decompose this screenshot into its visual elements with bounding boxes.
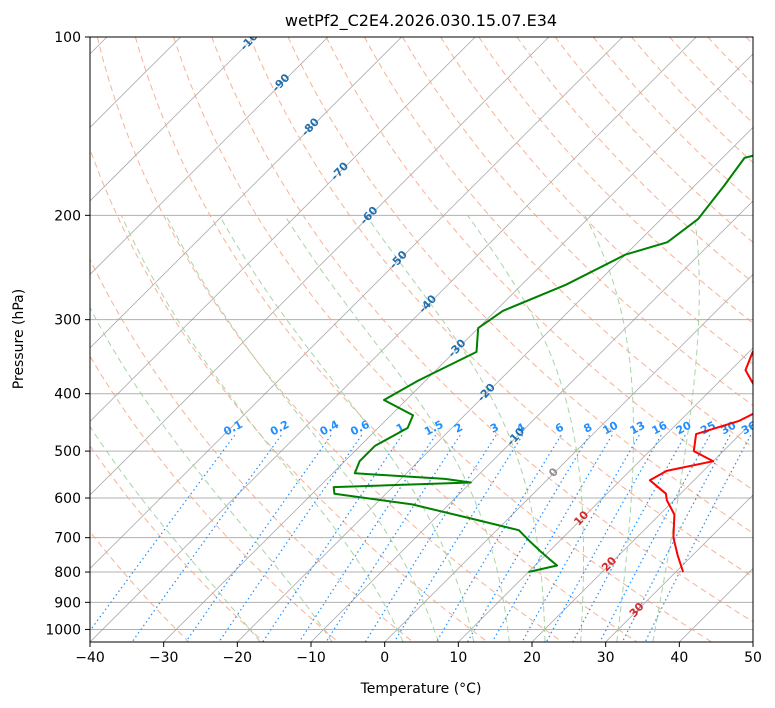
isotherm-line: [90, 37, 476, 423]
dry-adiabat: [96, 37, 563, 642]
x-tick-label: 50: [744, 650, 762, 666]
dry-adiabat: [440, 37, 753, 365]
y-tick-label: 800: [54, 565, 81, 581]
x-tick-label: −40: [75, 650, 105, 666]
mixing-ratio-line: [325, 434, 461, 642]
moist-adiabat: [90, 306, 333, 642]
isotherm-line: [384, 273, 753, 642]
mixing-ratio-label: 36: [739, 419, 759, 438]
dry-adiabat: [134, 37, 638, 642]
moist-adiabat: [652, 215, 700, 642]
mixing-ratio-label: 20: [674, 419, 694, 438]
x-tick-label: 20: [523, 650, 541, 666]
moist-adiabat: [365, 215, 546, 642]
mixing-ratio-line: [262, 434, 403, 642]
isotherm-line: [90, 37, 623, 570]
dry-adiabat: [325, 37, 753, 491]
x-tick-label: 40: [670, 650, 688, 666]
y-tick-label: 700: [54, 531, 81, 547]
plot-frame: [89, 36, 754, 643]
mixing-ratio-line: [572, 434, 686, 642]
dry-adiabat: [211, 37, 753, 623]
moist-adiabat: [284, 215, 510, 642]
mixing-ratio-line: [185, 434, 332, 642]
isotherm-line: [90, 37, 329, 275]
isotherm-line: [605, 494, 753, 642]
mixing-ratio-line: [491, 434, 613, 642]
x-tick-label: −30: [149, 650, 179, 666]
dry-adiabat: [90, 355, 339, 642]
isotherm-line: [90, 37, 255, 202]
mixing-ratio-label: 10: [601, 419, 621, 438]
isotherm-line: [163, 53, 753, 642]
isotherm-line: [237, 126, 753, 642]
dry-adiabat: [90, 147, 488, 642]
mixing-ratio-line: [621, 434, 731, 642]
moist-adiabat: [219, 215, 475, 642]
dry-adiabat: [249, 37, 753, 578]
y-tick-label: 100: [54, 30, 81, 46]
chart-title: wetPf2_C2E4.2026.030.15.07.E34: [285, 11, 557, 31]
mixing-ratio-label: 16: [650, 419, 670, 438]
y-tick-label: 500: [54, 444, 81, 460]
moist-adiabat: [120, 215, 404, 642]
moist-adiabat: [90, 425, 261, 642]
moist-adiabat: [584, 215, 634, 642]
isotherm-line: [531, 420, 753, 642]
dry-adiabat: [592, 37, 753, 203]
moist-adiabat: [467, 215, 584, 642]
moist-adiabat: [165, 215, 439, 642]
dry-adiabat: [90, 444, 264, 642]
isotherm-line: [90, 37, 402, 349]
mixing-ratio-line: [393, 434, 524, 642]
x-tick-label: −20: [223, 650, 253, 666]
mixing-ratio-line: [298, 434, 437, 642]
x-tick-label: 10: [449, 650, 467, 666]
dry-adiabat: [90, 258, 414, 642]
mixing-ratio-line: [131, 434, 282, 642]
y-tick-label: 300: [54, 313, 81, 329]
dry-adiabat: [554, 37, 753, 243]
temperature-profile: [648, 350, 753, 573]
dry-adiabat: [287, 37, 753, 534]
mixing-ratio-line: [644, 434, 752, 642]
x-tick-label: −10: [296, 650, 326, 666]
mixing-ratio-line: [599, 434, 711, 642]
isotherm-line: [90, 37, 550, 496]
dry-adiabat: [173, 37, 712, 642]
dewpoint-profile: [332, 154, 753, 573]
dry-adiabat: [363, 37, 753, 448]
y-tick-label: 1000: [45, 622, 81, 638]
y-tick-label: 400: [54, 387, 81, 403]
y-axis: 100 200 300 400 500 600 700 800 900 1000: [45, 30, 90, 638]
y-tick-label: 900: [54, 595, 81, 611]
x-axis: −40 −30 −20 −10 0 10 20 30 40 50: [75, 642, 762, 666]
x-tick-label: 0: [380, 650, 389, 666]
x-axis-title: Temperature (°C): [360, 681, 482, 697]
isotherm-line: [458, 347, 753, 642]
mixing-ratio-line: [435, 434, 562, 642]
x-tick-label: 30: [597, 650, 615, 666]
y-tick-label: 200: [54, 208, 81, 224]
isotherm-line: [90, 37, 697, 642]
y-tick-label: 600: [54, 491, 81, 507]
mixing-ratio-label: 13: [628, 419, 648, 438]
mixing-ratio-line: [218, 434, 363, 642]
mixing-ratio-line: [364, 434, 497, 642]
dry-adiabat: [402, 37, 753, 406]
mixing-ratio-line: [521, 434, 640, 642]
y-axis-title: Pressure (hPa): [11, 289, 27, 389]
